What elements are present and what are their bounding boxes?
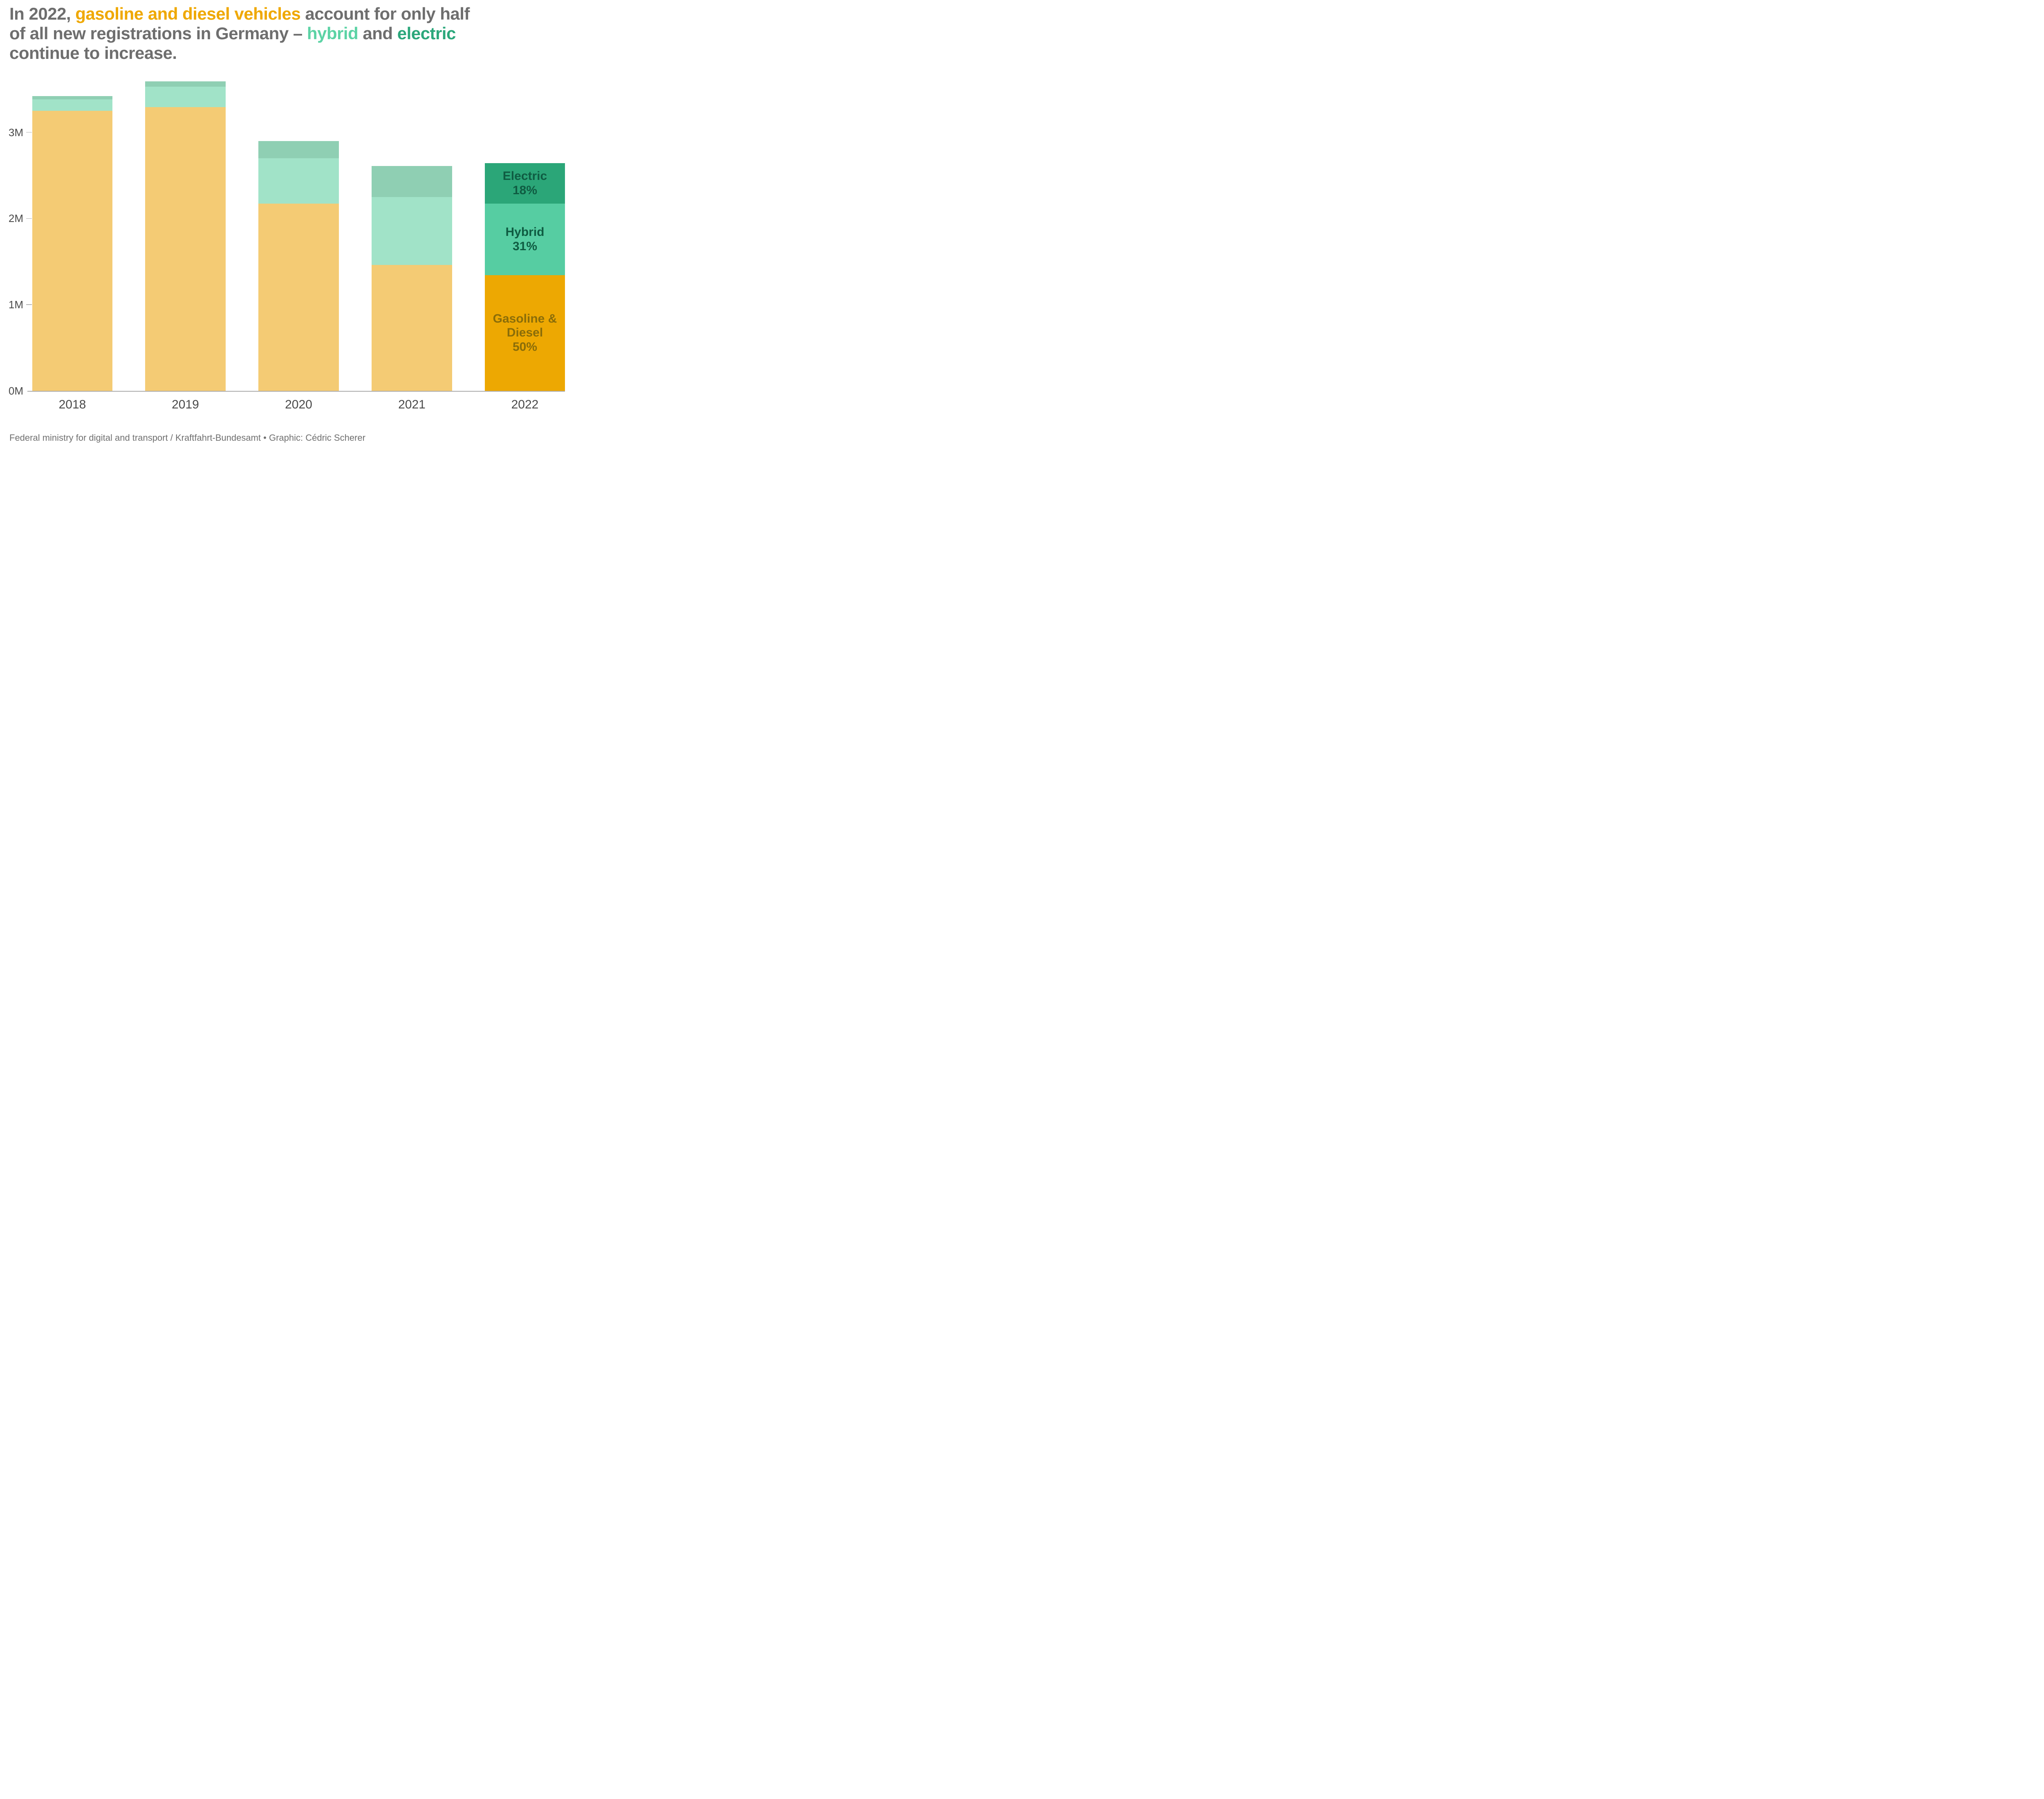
segment-hybrid-2019 xyxy=(145,86,226,108)
x-axis-label-2022: 2022 xyxy=(511,398,539,411)
segment-hybrid-2021 xyxy=(372,197,452,265)
title-segment: and xyxy=(358,24,397,43)
source-caption: Federal ministry for digital and transpo… xyxy=(9,433,365,443)
bar-label-gasoline-diesel: Gasoline & Diesel 50% xyxy=(493,312,557,354)
bar-label-line: 31% xyxy=(512,239,538,253)
y-tick-1M xyxy=(26,304,32,305)
bar-2021 xyxy=(372,166,452,391)
segment-hybrid-2022: Hybrid 31% xyxy=(484,204,565,276)
title-segment: account for only half xyxy=(300,4,470,23)
bar-label-hybrid: Hybrid 31% xyxy=(505,225,544,253)
bar-2019 xyxy=(145,81,226,391)
segment-hybrid-2020 xyxy=(258,158,339,204)
y-axis-label-1M: 1M xyxy=(8,298,23,311)
bar-2022: Electric 18% Hybrid 31% Gasoline & Diesel 50% xyxy=(484,163,565,391)
bar-label-line: Electric xyxy=(502,169,547,183)
y-tick-2M xyxy=(26,218,32,219)
x-axis-label-2019: 2019 xyxy=(172,398,199,411)
y-axis-label-2M: 2M xyxy=(8,212,23,225)
segment-hybrid-2018 xyxy=(32,99,113,111)
bar-2020 xyxy=(258,141,339,391)
segment-electric-2020 xyxy=(258,141,339,158)
bar-label-line: Hybrid xyxy=(505,225,545,239)
title-segment-electric: electric xyxy=(397,24,456,43)
segment-gasoline-diesel-2020 xyxy=(258,204,339,391)
y-axis-label-0M: 0M xyxy=(8,385,23,397)
bar-label-line: 18% xyxy=(512,183,538,197)
x-axis-baseline xyxy=(27,391,565,392)
title-segment-hybrid: hybrid xyxy=(307,24,359,43)
bar-label-line: Diesel xyxy=(507,326,543,340)
segment-electric-2018 xyxy=(32,96,113,100)
x-axis-label-2021: 2021 xyxy=(398,398,426,411)
segment-gasoline-diesel-2021 xyxy=(372,265,452,391)
y-tick-3M xyxy=(26,132,32,133)
x-axis-label-2020: 2020 xyxy=(285,398,312,411)
y-axis-label-3M: 3M xyxy=(8,126,23,139)
segment-electric-2019 xyxy=(145,81,226,87)
x-axis-label-2018: 2018 xyxy=(58,398,86,411)
title-segment: of all new registrations in Germany – xyxy=(9,24,307,43)
segment-gasoline-diesel-2019 xyxy=(145,107,226,391)
bar-2018 xyxy=(32,96,113,391)
title-segment-gasoline: gasoline and diesel vehicles xyxy=(75,4,301,23)
chart-title: In 2022, gasoline and diesel vehicles ac… xyxy=(9,4,565,63)
title-segment: continue to increase. xyxy=(9,43,177,63)
bar-label-electric: Electric 18% xyxy=(503,169,547,197)
bar-label-line: Gasoline & xyxy=(493,312,557,325)
segment-electric-2022: Electric 18% xyxy=(484,163,565,204)
segment-gasoline-diesel-2022: Gasoline & Diesel 50% xyxy=(484,275,565,391)
segment-electric-2021 xyxy=(372,166,452,197)
infographic-canvas: In 2022, gasoline and diesel vehicles ac… xyxy=(0,0,572,450)
bar-label-line: 50% xyxy=(512,340,538,354)
title-segment: In 2022, xyxy=(9,4,76,23)
segment-gasoline-diesel-2018 xyxy=(32,110,113,391)
